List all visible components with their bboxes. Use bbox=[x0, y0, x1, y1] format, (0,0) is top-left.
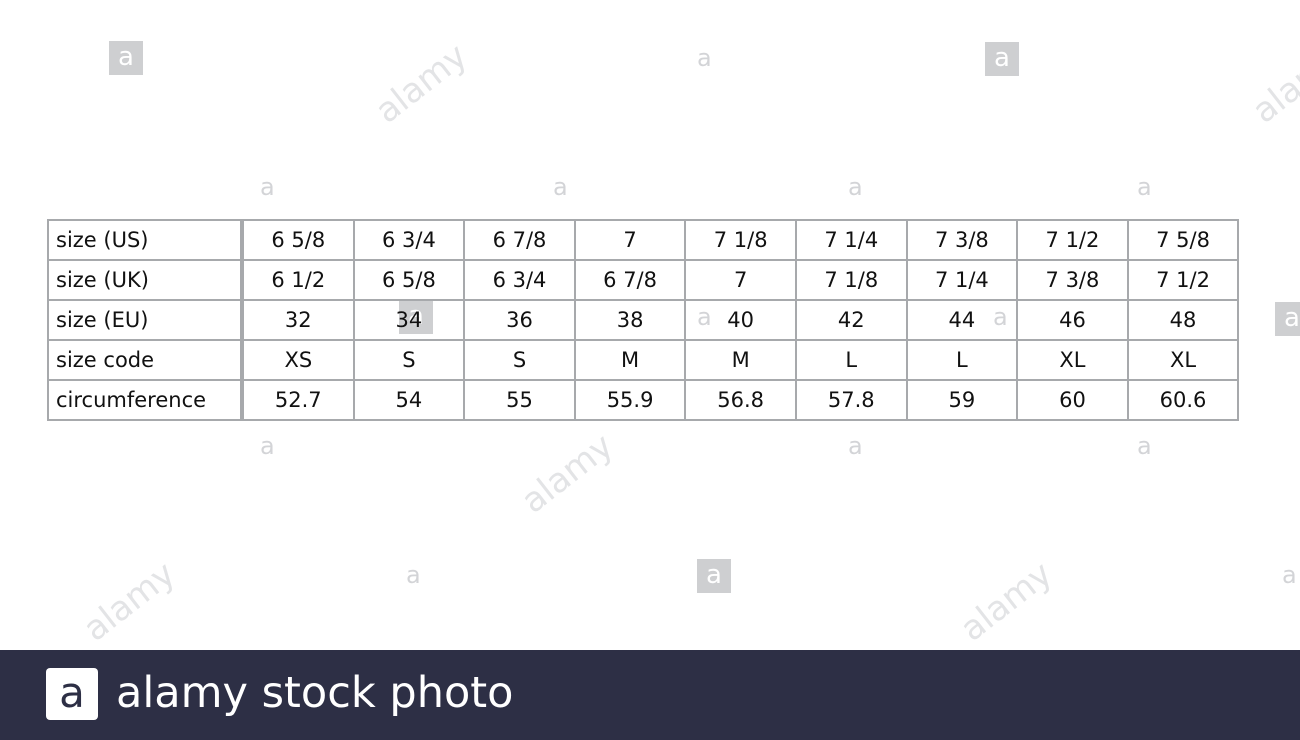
table-cell: 52.7 bbox=[241, 379, 355, 421]
table-cell: 40 bbox=[684, 299, 797, 341]
table-cell: 7 3/8 bbox=[905, 219, 1019, 261]
table-cell: 7 1/2 bbox=[1126, 259, 1240, 301]
watermark-letter-icon: a bbox=[1282, 561, 1297, 589]
document-page: a a a a a a a a a a a a a a a a a alamy … bbox=[47, 35, 1300, 650]
watermark-letter-icon: a bbox=[260, 173, 275, 201]
watermark-logo-icon: a bbox=[109, 41, 143, 75]
row-label: size (EU) bbox=[47, 299, 244, 341]
row-label: circumference bbox=[47, 379, 244, 421]
size-chart-table: size (US) 6 5/8 6 3/4 6 7/8 7 7 1/8 7 1/4 7 3/8… bbox=[47, 219, 1240, 421]
table-row: size (UK) 6 1/2 6 5/8 6 3/4 6 7/8 7 7 1/8 7 1/4… bbox=[47, 259, 1240, 301]
table-cell: 38 bbox=[573, 299, 687, 341]
watermark-letter-icon: a bbox=[553, 173, 568, 201]
table-cell: 7 5/8 bbox=[1126, 219, 1240, 261]
table-cell: 6 3/4 bbox=[352, 219, 466, 261]
table-cell: 6 5/8 bbox=[352, 259, 466, 301]
watermark-text: alamy bbox=[1245, 35, 1300, 132]
table-cell: 60.6 bbox=[1126, 379, 1240, 421]
table-row: size code XS S S M M L L XL XL bbox=[47, 339, 1240, 381]
table-cell: 34 bbox=[352, 299, 466, 341]
table-cell: 6 5/8 bbox=[241, 219, 355, 261]
watermark-letter-icon: a bbox=[697, 44, 712, 72]
watermark-text: alamy bbox=[953, 553, 1060, 650]
table-cell: 42 bbox=[794, 299, 908, 341]
watermark-text: alamy bbox=[368, 35, 475, 132]
table-cell: 56.8 bbox=[684, 379, 797, 421]
table-cell: 55 bbox=[463, 379, 576, 421]
table-cell: 59 bbox=[905, 379, 1019, 421]
watermark-letter-icon: a bbox=[848, 173, 863, 201]
watermark-letter-icon: a bbox=[260, 432, 275, 460]
table-row: size (US) 6 5/8 6 3/4 6 7/8 7 7 1/8 7 1/4 7 3/8… bbox=[47, 219, 1240, 261]
row-label: size (US) bbox=[47, 219, 244, 261]
table-row: size (EU) 32 34 36 38 40 42 44 46 48 bbox=[47, 299, 1240, 341]
table-cell: XL bbox=[1016, 339, 1129, 381]
table-cell: S bbox=[352, 339, 466, 381]
size-chart-body: size (US) 6 5/8 6 3/4 6 7/8 7 7 1/8 7 1/4 7 3/8… bbox=[47, 219, 1240, 421]
watermark-letter-icon: a bbox=[848, 432, 863, 460]
table-cell: 7 3/8 bbox=[1016, 259, 1129, 301]
table-cell: 60 bbox=[1016, 379, 1129, 421]
table-cell: 7 1/8 bbox=[794, 259, 908, 301]
table-cell: 46 bbox=[1016, 299, 1129, 341]
table-cell: 55.9 bbox=[573, 379, 687, 421]
table-cell: 7 bbox=[573, 219, 687, 261]
table-cell: XL bbox=[1126, 339, 1240, 381]
table-cell: 7 bbox=[684, 259, 797, 301]
table-cell: 6 3/4 bbox=[463, 259, 576, 301]
table-cell: 54 bbox=[352, 379, 466, 421]
alamy-logo-icon: a bbox=[46, 668, 98, 720]
table-cell: 6 1/2 bbox=[241, 259, 355, 301]
watermark-text: alamy bbox=[514, 425, 621, 522]
table-cell: XS bbox=[241, 339, 355, 381]
row-label: size code bbox=[47, 339, 244, 381]
watermark-logo-icon: a bbox=[985, 42, 1019, 76]
table-cell: 7 1/8 bbox=[684, 219, 797, 261]
row-label: size (UK) bbox=[47, 259, 244, 301]
table-cell: 6 7/8 bbox=[463, 219, 576, 261]
table-cell: 57.8 bbox=[794, 379, 908, 421]
table-cell: M bbox=[573, 339, 687, 381]
brand-bar: a alamy stock photo bbox=[0, 650, 1300, 740]
table-row: circumference 52.7 54 55 55.9 56.8 57.8 59 60 60.… bbox=[47, 379, 1240, 421]
table-cell: L bbox=[794, 339, 908, 381]
table-cell: 7 1/4 bbox=[905, 259, 1019, 301]
table-cell: 7 1/4 bbox=[794, 219, 908, 261]
table-cell: 48 bbox=[1126, 299, 1240, 341]
table-cell: 36 bbox=[463, 299, 576, 341]
table-cell: 44 bbox=[905, 299, 1019, 341]
table-cell: L bbox=[905, 339, 1019, 381]
table-cell: S bbox=[463, 339, 576, 381]
watermark-logo-icon: a bbox=[1275, 302, 1300, 336]
table-cell: 6 7/8 bbox=[573, 259, 687, 301]
table-cell: 7 1/2 bbox=[1016, 219, 1129, 261]
watermark-text: alamy bbox=[76, 553, 183, 650]
table-cell: M bbox=[684, 339, 797, 381]
watermark-logo-icon: a bbox=[697, 559, 731, 593]
table-cell: 32 bbox=[241, 299, 355, 341]
watermark-letter-icon: a bbox=[1137, 432, 1152, 460]
watermark-letter-icon: a bbox=[406, 561, 421, 589]
watermark-letter-icon: a bbox=[1137, 173, 1152, 201]
brand-text: alamy stock photo bbox=[116, 668, 514, 718]
